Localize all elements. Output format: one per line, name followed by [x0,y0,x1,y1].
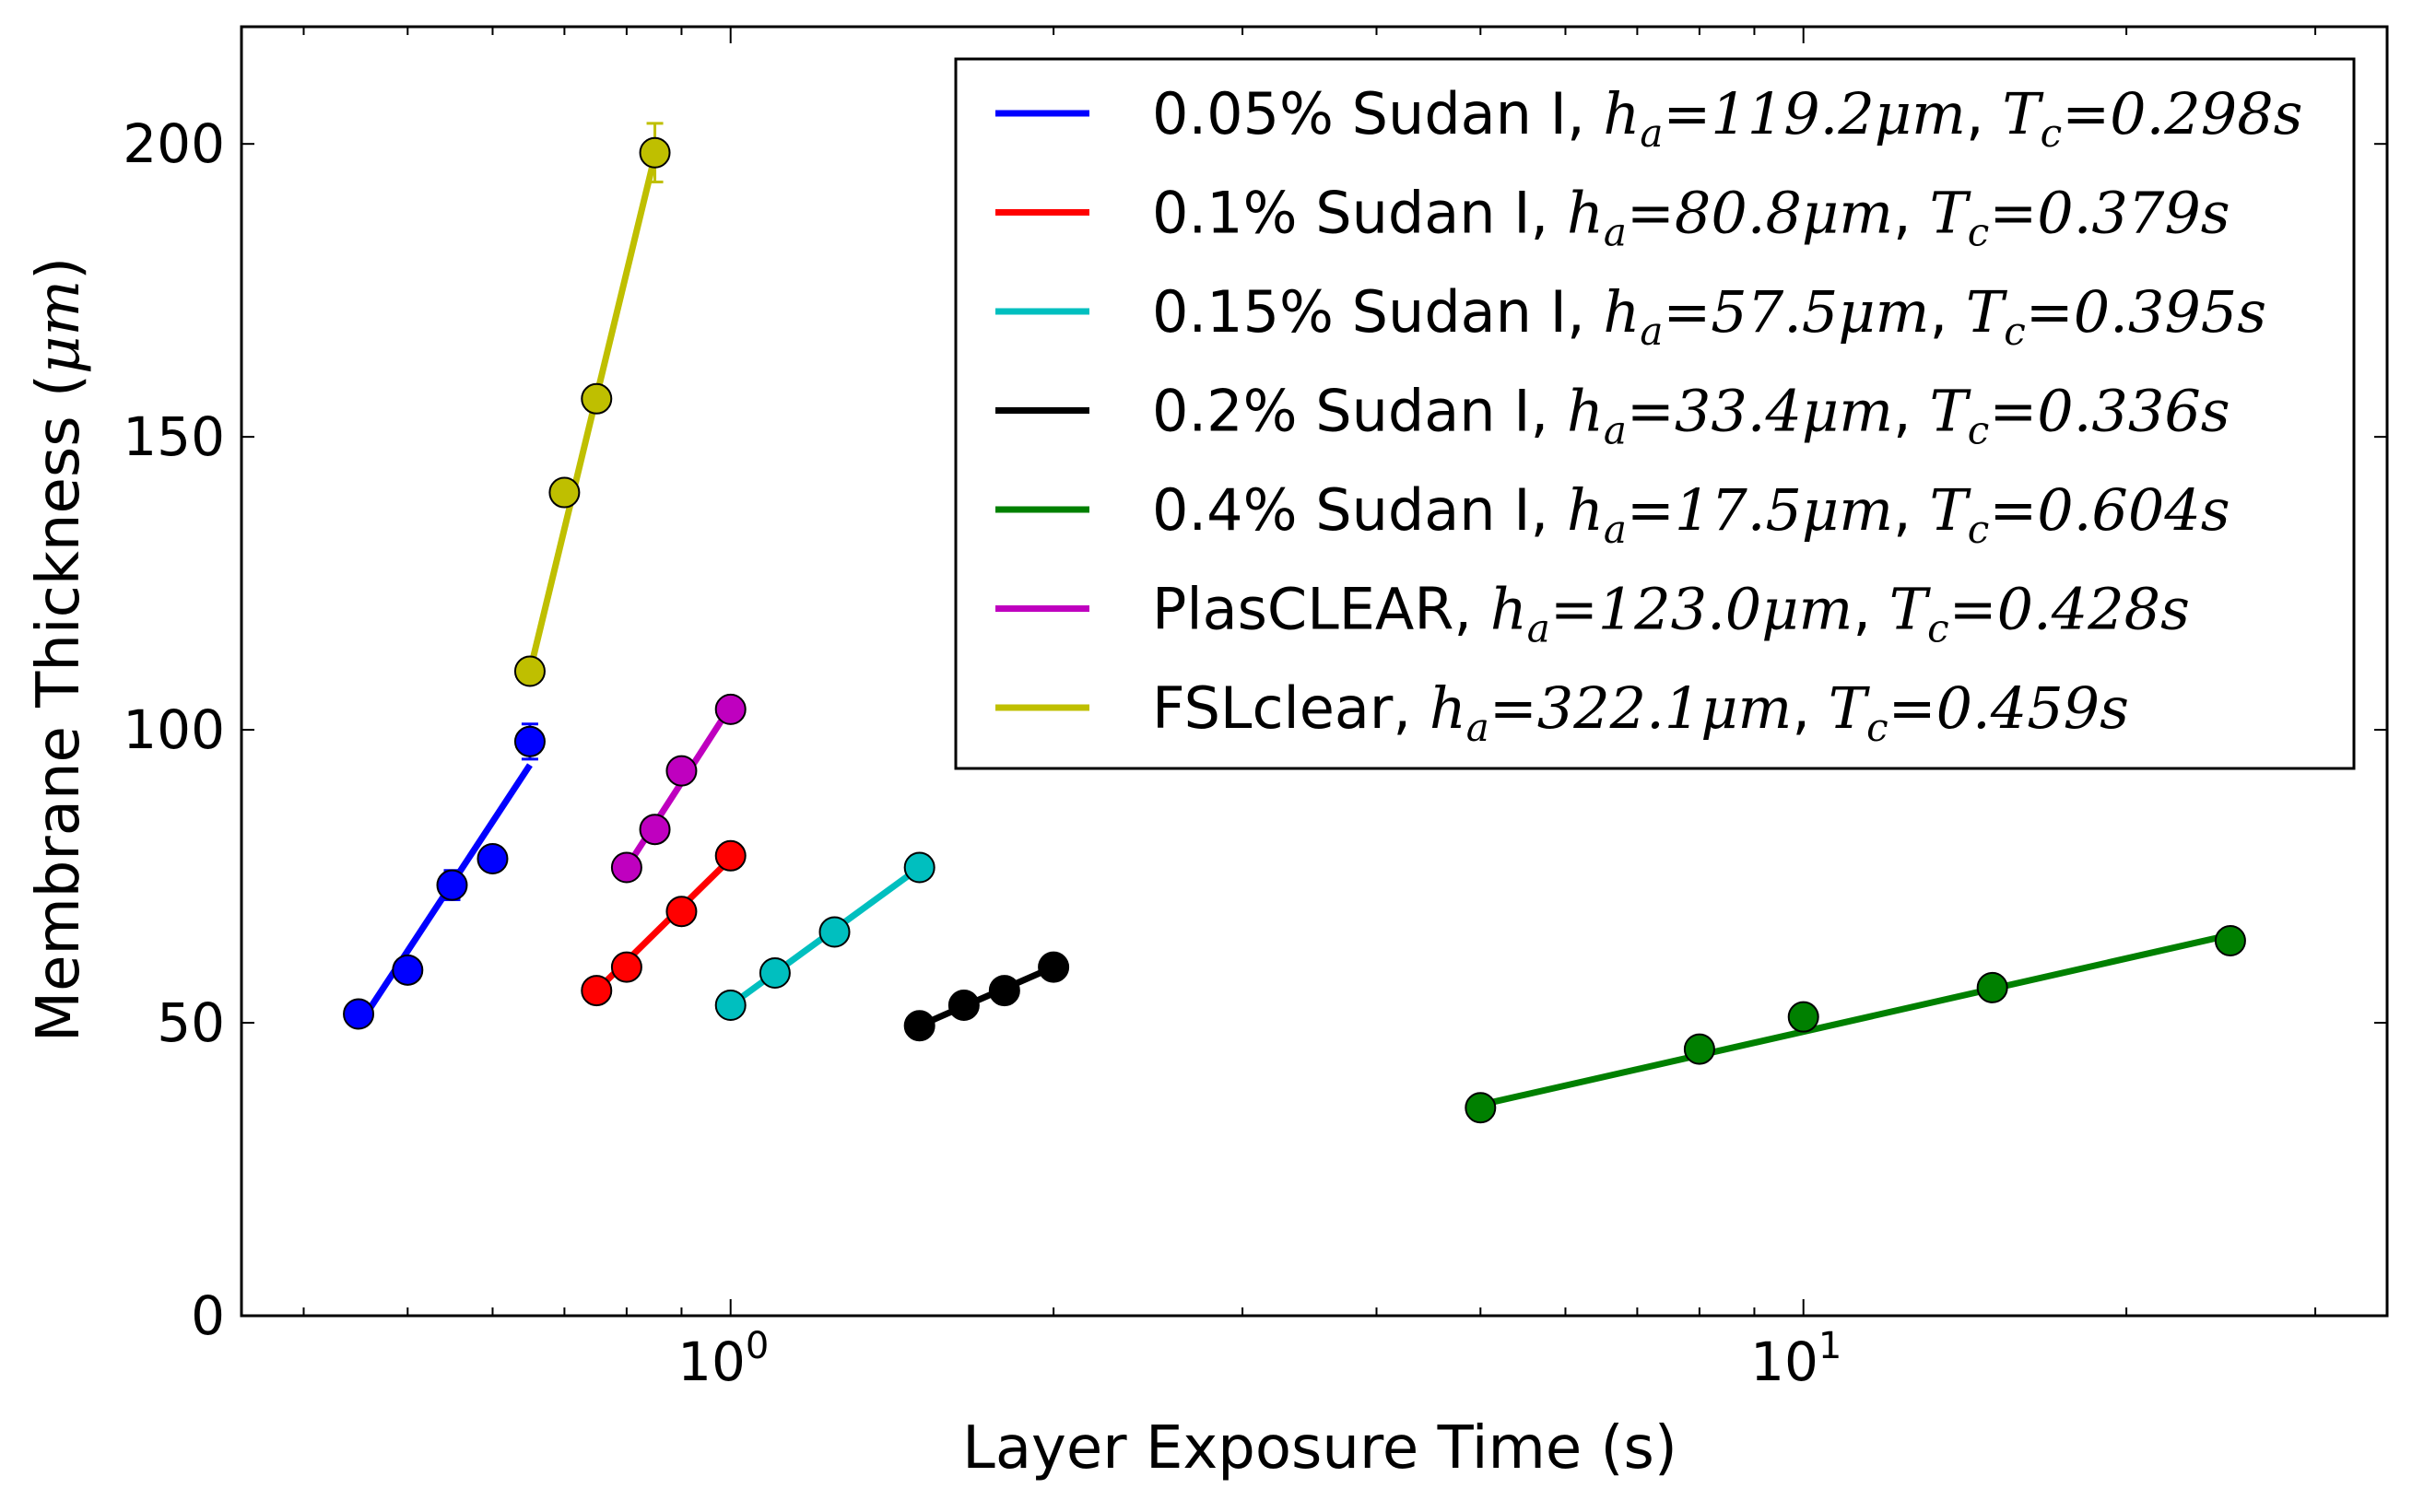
data-point [818,916,851,948]
data-point [581,975,613,1007]
series-2 [581,839,747,1007]
data-point [759,956,791,989]
fit-line [918,964,1055,1029]
series-7 [513,122,671,687]
axis-ticks: 0 50 100 150 200 100 101 [123,27,2387,1393]
legend: 0.05% Sudan I, ha=119.2μm, Tc=0.298s 0.1%… [954,57,2356,770]
legend-entry: 0.2% Sudan I, ha=33.4μm, Tc=0.336s [1152,378,2230,453]
data-point [513,655,546,687]
data-point [665,896,698,928]
y-tick-label: 200 [123,112,225,175]
fit-line [1479,932,2231,1108]
x-tick-label: 101 [1750,1325,1841,1393]
data-point [714,989,747,1021]
y-axis-label: Membrane Thickness (μm) [25,257,93,1042]
data-point [714,693,747,725]
legend-entry: 0.1% Sudan I, ha=80.8μm, Tc=0.379s [1152,180,2230,255]
data-point [548,476,581,509]
y-tick-label: 150 [123,405,225,468]
series-5 [1465,925,2246,1124]
data-point [947,989,980,1021]
legend-entry: 0.15% Sudan I, ha=57.5μm, Tc=0.395s [1152,278,2266,354]
y-tick-label: 50 [157,991,225,1054]
data-point [581,382,613,415]
data-point [343,998,375,1030]
x-tick-label: 100 [677,1325,769,1393]
plot-frame [240,25,2389,1318]
data-point [988,975,1020,1007]
data-point [1683,1033,1715,1065]
series-1 [343,722,546,1030]
legend-entry: FSLclear, ha=322.1μm, Tc=0.459s [1152,674,2129,750]
series-6 [610,693,747,884]
data-point [610,951,642,983]
series-3 [714,851,935,1021]
y-tick-label: 100 [123,698,225,761]
legend-entry: 0.4% Sudan I, ha=17.5μm, Tc=0.604s [1152,476,2230,552]
data-point [1787,1001,1819,1033]
series-4 [903,951,1070,1042]
legend-entry: 0.05% Sudan I, ha=119.2μm, Tc=0.298s [1152,80,2302,156]
data-point [1976,971,2008,1003]
data-point [903,1010,935,1042]
data-point [392,954,424,986]
x-axis-label: Layer Exposure Time (s) [962,1414,1677,1483]
data-point [477,842,509,874]
data-point [665,755,698,787]
data-point [1465,1092,1497,1124]
legend-entry: PlasCLEAR, ha=123.0μm, Tc=0.428s [1152,576,2190,651]
data-point [903,851,935,884]
data-point [610,851,642,884]
data-point [513,725,546,757]
y-tick-label: 0 [191,1284,225,1347]
data-point [639,136,671,169]
plot-area [343,122,2246,1124]
data-point [714,839,747,872]
data-point [2214,925,2246,957]
legend-box [954,57,2356,770]
data-point [1038,951,1070,983]
data-point [436,869,468,901]
data-point [639,814,671,846]
